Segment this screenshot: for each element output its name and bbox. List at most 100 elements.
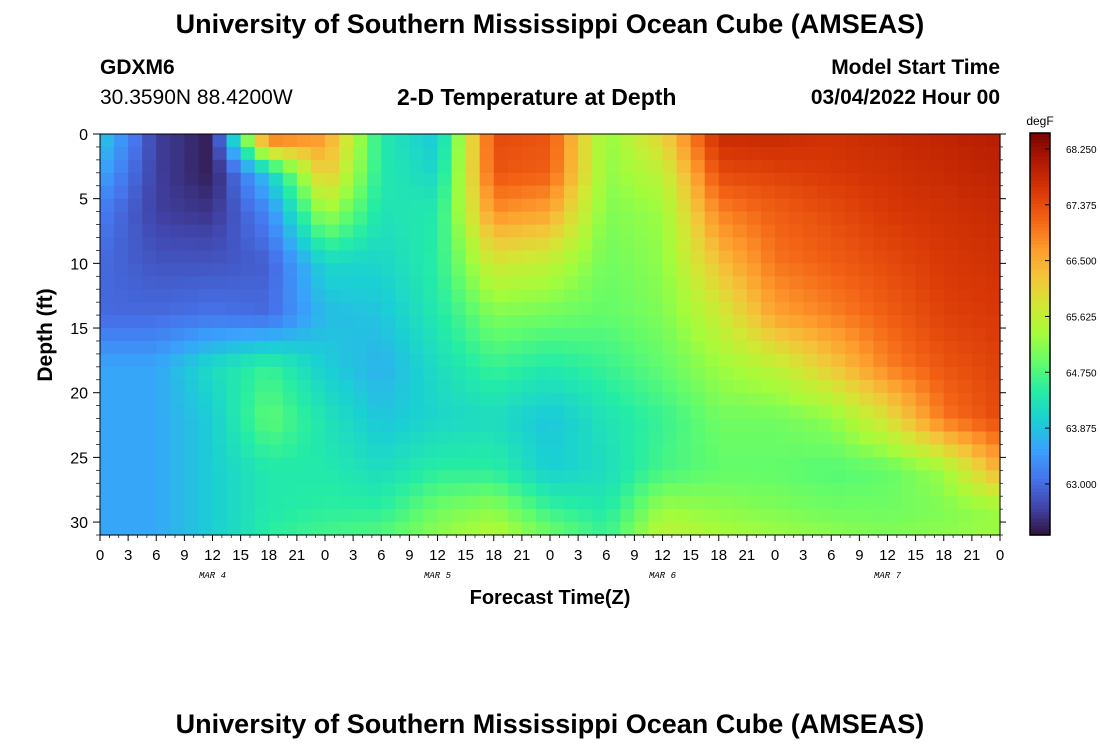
heatmap-cell — [381, 496, 396, 510]
heatmap-cell — [254, 340, 270, 355]
heatmap-cell — [803, 418, 818, 433]
heatmap-cell — [521, 470, 537, 484]
heatmap-cell — [662, 185, 678, 200]
heatmap-cell — [451, 470, 467, 484]
heatmap-cell — [339, 353, 354, 368]
heatmap-cell — [662, 289, 678, 303]
heatmap-cell — [128, 198, 143, 213]
heatmap-cell — [957, 353, 973, 368]
heatmap-cell — [662, 379, 678, 394]
heatmap-cell — [240, 470, 256, 484]
heatmap-cell — [634, 172, 650, 187]
heatmap-cell — [929, 379, 945, 394]
heatmap-cell — [690, 418, 706, 433]
heatmap-cell — [985, 457, 1001, 471]
x-tick-label: 18 — [935, 547, 952, 564]
heatmap-cell — [634, 496, 650, 510]
heatmap-cell — [620, 470, 635, 484]
heatmap-cell — [971, 172, 987, 187]
heatmap-cell — [760, 522, 776, 536]
heatmap-cell — [451, 496, 467, 510]
heatmap-cell — [100, 315, 115, 329]
heatmap-cell — [282, 198, 298, 213]
heatmap-cell — [226, 392, 242, 407]
heatmap-cell — [296, 276, 312, 290]
heatmap-cell — [479, 146, 495, 161]
heatmap-cell — [100, 211, 115, 226]
heatmap-cell — [676, 470, 692, 484]
heatmap-cell — [367, 224, 382, 239]
heatmap-cell — [592, 379, 607, 394]
heatmap-cell — [817, 457, 832, 471]
heatmap-cell — [718, 470, 734, 484]
heatmap-cell — [718, 276, 734, 290]
heatmap-cell — [465, 276, 481, 290]
heatmap-cell — [381, 379, 396, 394]
heatmap-cell — [789, 470, 804, 484]
heatmap-cell — [676, 198, 692, 213]
heatmap-cell — [409, 405, 425, 420]
heatmap-cell — [957, 159, 973, 174]
heatmap-cell — [704, 263, 720, 277]
heatmap-cell — [507, 276, 523, 290]
heatmap-cell — [325, 263, 340, 277]
heatmap-cell — [282, 353, 298, 368]
heatmap-cell — [606, 237, 621, 252]
heatmap-cell — [817, 146, 832, 161]
heatmap-cell — [676, 172, 692, 187]
heatmap-cell — [465, 315, 481, 329]
heatmap-cell — [789, 509, 804, 523]
heatmap-cell — [831, 211, 846, 226]
heatmap-cell — [493, 172, 509, 187]
heatmap-cell — [142, 444, 157, 458]
heatmap-cell — [423, 340, 439, 355]
heatmap-cell — [198, 509, 214, 523]
heatmap-cell — [803, 250, 818, 264]
heatmap-cell — [929, 470, 945, 484]
heatmap-cell — [395, 509, 410, 523]
heatmap-cell — [156, 470, 171, 484]
heatmap-cell — [170, 418, 185, 433]
heatmap-cell — [451, 405, 467, 420]
colorbar-segment — [1030, 414, 1050, 419]
heatmap-cell — [521, 392, 537, 407]
heatmap-cell — [465, 250, 481, 264]
heatmap-cell — [437, 328, 453, 342]
heatmap-cell — [648, 405, 664, 420]
heatmap-cell — [789, 418, 804, 433]
heatmap-cell — [704, 509, 720, 523]
heatmap-cell — [803, 496, 818, 510]
heatmap-cell — [451, 392, 467, 407]
heatmap-cell — [114, 405, 129, 420]
heatmap-cell — [451, 134, 467, 148]
heatmap-cell — [128, 263, 143, 277]
heatmap-cell — [367, 211, 382, 226]
heatmap-cell — [114, 276, 129, 290]
heatmap-cell — [198, 198, 214, 213]
heatmap-cell — [184, 328, 200, 342]
heatmap-cell — [845, 457, 860, 471]
heatmap-cell — [662, 224, 678, 239]
heatmap-cell — [620, 496, 635, 510]
heatmap-cell — [268, 185, 284, 200]
colorbar-segment — [1030, 256, 1050, 261]
heatmap-cell — [690, 379, 706, 394]
heatmap-cell — [592, 172, 607, 187]
heatmap-cell — [381, 340, 396, 355]
heatmap-cell — [493, 366, 509, 381]
heatmap-cell — [507, 134, 523, 148]
heatmap-cell — [648, 353, 664, 368]
heatmap-cell — [648, 340, 664, 355]
colorbar-segment — [1030, 340, 1050, 345]
heatmap-cell — [845, 340, 860, 355]
heatmap-cell — [901, 353, 917, 368]
date-label: MAR 5 — [424, 571, 452, 581]
model-start-label: Model Start Time — [831, 56, 1000, 79]
heatmap-cell — [775, 172, 790, 187]
heatmap-cell — [423, 198, 439, 213]
colorbar-segment — [1030, 297, 1050, 302]
heatmap-cell — [873, 431, 889, 446]
heatmap-cell — [887, 302, 903, 316]
heatmap-cell — [789, 392, 804, 407]
heatmap-cell — [325, 146, 340, 161]
